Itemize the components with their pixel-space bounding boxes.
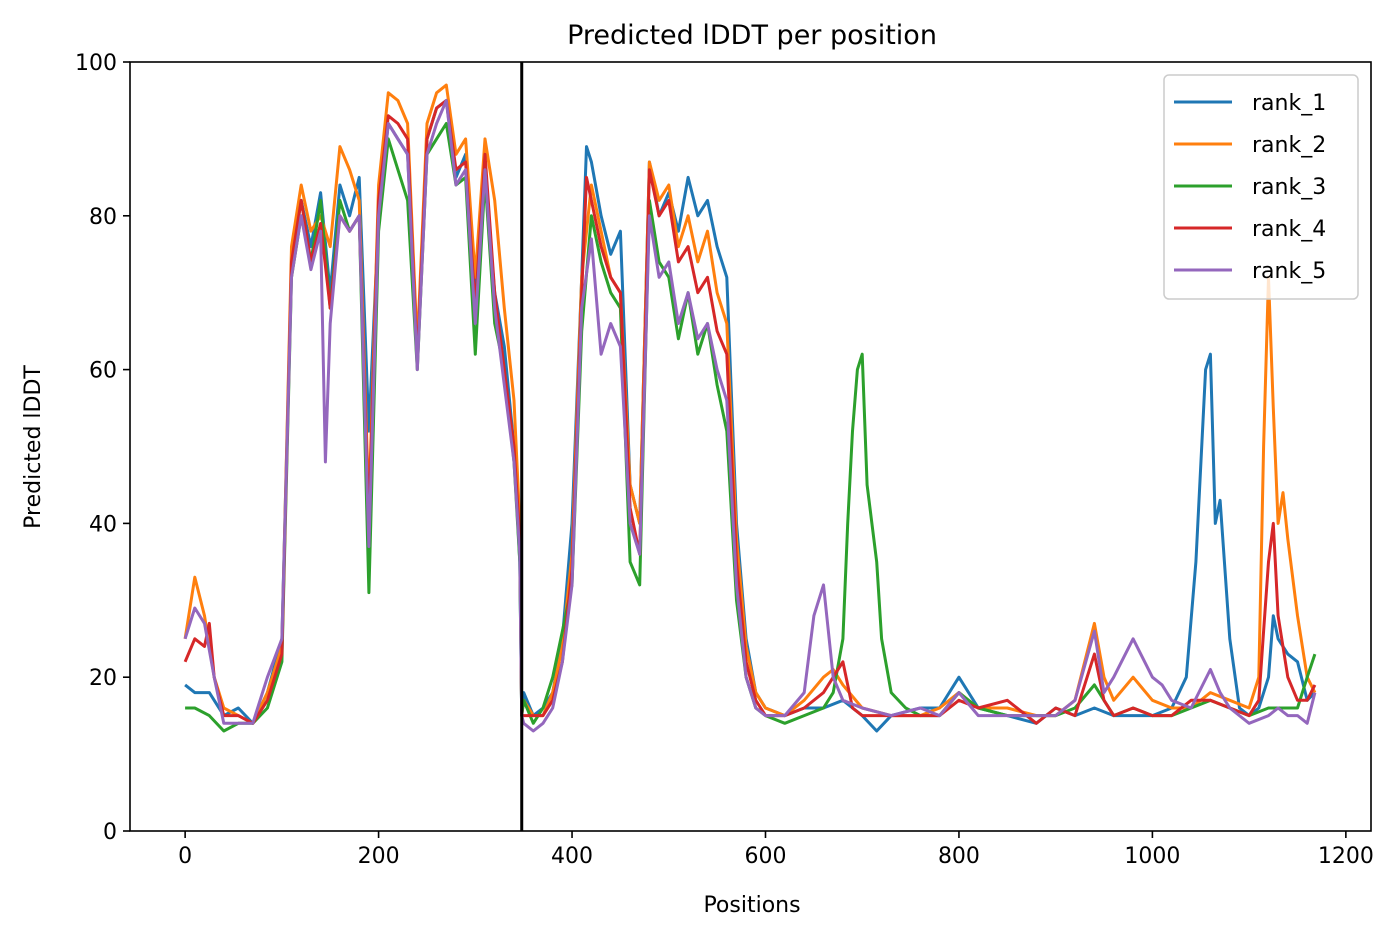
y-tick-label: 60 [89, 359, 117, 384]
x-tick-label: 800 [938, 844, 980, 869]
y-tick-label: 100 [75, 51, 117, 76]
y-tick-label: 20 [89, 666, 117, 691]
y-tick-label: 80 [89, 205, 117, 230]
x-tick-label: 1000 [1124, 844, 1180, 869]
y-tick-label: 40 [89, 512, 117, 537]
legend-label-rank_4: rank_4 [1252, 217, 1326, 242]
series-line-rank_5 [183, 99, 1317, 733]
legend-label-rank_3: rank_3 [1252, 175, 1326, 200]
y-tick-label: 0 [103, 820, 117, 845]
y-axis-label: Predicted lDDT [21, 365, 46, 529]
x-tick-label: 400 [551, 844, 593, 869]
x-axis-label: Positions [703, 893, 800, 918]
chart-title: Predicted lDDT per position [567, 20, 937, 51]
legend-label-rank_5: rank_5 [1252, 259, 1326, 284]
plot-border [129, 61, 1372, 832]
legend-label-rank_1: rank_1 [1252, 91, 1326, 116]
x-tick-label: 0 [178, 844, 192, 869]
x-tick-label: 200 [358, 844, 400, 869]
plot-content [183, 62, 1317, 831]
legend-label-rank_2: rank_2 [1252, 133, 1326, 158]
axes-frame [129, 61, 1372, 832]
x-tick-label: 600 [744, 844, 786, 869]
x-tick-label: 1200 [1318, 844, 1374, 869]
legend-box [1163, 74, 1359, 300]
ticks: 0 200 400 600 800 1000 1200 0 20 40 60 80 100 [75, 51, 1374, 869]
legend: rank_1 rank_2 rank_3 rank_4 rank_5 [1163, 74, 1359, 300]
